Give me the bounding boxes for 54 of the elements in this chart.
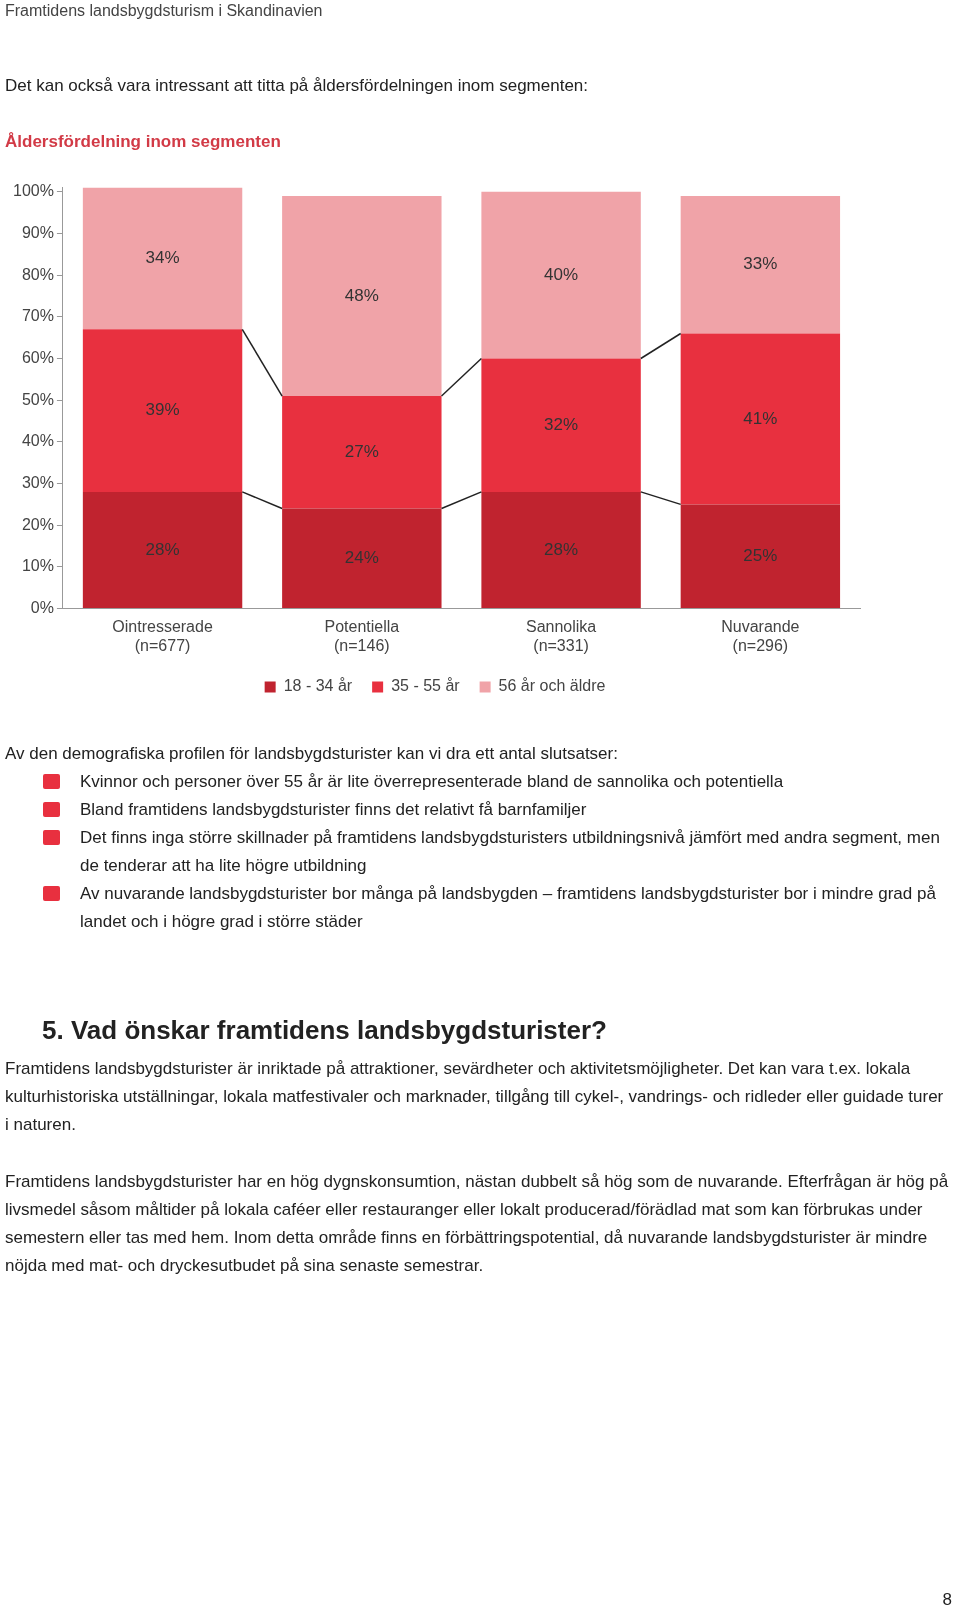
bar xyxy=(680,333,841,505)
text: 5. Vad önskar framtidens landsbygdsturister? xyxy=(42,1015,608,1045)
text: Av nuvarande landsbygdsturister bor många på landsbygden – framtidens landsbygdsturister bor i mindre grad på landet och i högre grad i större städer xyxy=(79,883,937,933)
bar xyxy=(282,195,442,397)
data-label: 33% xyxy=(743,254,778,274)
data-label: 25% xyxy=(743,545,778,565)
data-label: 24% xyxy=(344,548,379,568)
data-label: 48% xyxy=(344,285,379,305)
legend-label: 35 - 55 år xyxy=(391,677,461,695)
y-tick-label: 50% xyxy=(21,390,54,408)
x-tick-label: Ointresserade (n=677) xyxy=(112,617,213,654)
x-tick-label: Nuvarande (n=296) xyxy=(721,617,800,654)
text: Framtidens landsbygdsturism i Skandinavien xyxy=(5,1,324,21)
bar xyxy=(82,491,243,609)
data-label: 28% xyxy=(544,539,579,559)
bar xyxy=(282,396,442,509)
y-tick-label: 100% xyxy=(13,182,54,200)
data-label: 41% xyxy=(743,408,778,428)
y-tick-label: 40% xyxy=(21,432,54,450)
bar xyxy=(282,508,442,609)
text: 8 xyxy=(942,1589,952,1611)
y-tick-label: 20% xyxy=(21,515,54,533)
y-tick-label: 10% xyxy=(21,557,54,575)
chart-title: Åldersfördelning inom segmenten xyxy=(5,131,282,153)
data-label: 28% xyxy=(145,539,180,559)
bar xyxy=(82,187,243,330)
y-tick-label: 60% xyxy=(21,348,54,366)
text: Framtidens landsbygdsturister har en hög dygnskonsumtion, nästan dubbelt så hög som de nuvarande. Efterfrågan är hög på livsmedel såsom måltider på lokala caféer eller restauranger eller lokalt producerad/förädlad mat som kan förbrukas under semestern eller tas med hem. Inom detta område finns en förbättringspotential, då nuvarande landsbygdsturister är mindre nöjda med mat- och dryckesutbudet på sina senaste semestrar. xyxy=(5,1171,950,1277)
y-tick-label: 80% xyxy=(21,265,54,283)
data-label: 39% xyxy=(145,400,180,420)
y-tick-label: 70% xyxy=(21,307,54,325)
text: Kvinnor och personer över 55 år är lite överrepresenterade bland de sannolika och potentiella xyxy=(79,771,785,793)
bar xyxy=(481,191,641,359)
y-tick-label: 30% xyxy=(21,473,54,491)
bar xyxy=(82,329,243,492)
y-tick-label: 90% xyxy=(21,223,54,241)
text: Av den demografiska profilen för landsbygdsturister kan vi dra ett antal slutsatser: xyxy=(5,743,619,765)
x-tick-label: Sannolika (n=331) xyxy=(525,617,597,654)
text: Framtidens landsbygdsturister är inriktade på attraktioner, sevärdheter och aktivitetsmöjligheter. Det kan vara t.ex. lokala kulturhistoriska utställningar, lokala matfestivaler och marknader, tillgång till cykel-, vandrings- och ridleder eller guidade turer i naturen. xyxy=(5,1058,945,1136)
text: Det kan också vara intressant att titta på åldersfördelningen inom segmenten: xyxy=(5,75,590,97)
y-tick-label: 0% xyxy=(30,599,54,617)
bar xyxy=(481,491,641,609)
legend-label: 18 - 34 år xyxy=(283,677,353,695)
text: Bland framtidens landsbygdsturister finns det relativt få barnfamiljer xyxy=(79,799,588,821)
data-label: 27% xyxy=(344,441,379,461)
x-tick-label: Potentiella (n=146) xyxy=(324,617,400,654)
data-label: 32% xyxy=(544,414,579,434)
data-label: 34% xyxy=(145,248,180,268)
bar xyxy=(481,358,641,492)
bar xyxy=(680,195,841,334)
text: Det finns inga större skillnader på framtidens landsbygdsturisters utbildningsnivå jämfört med andra segment, men de tenderar att ha lite högre utbildning xyxy=(79,827,941,877)
data-label: 40% xyxy=(544,264,579,284)
legend-label: 56 år och äldre xyxy=(498,677,606,695)
bar xyxy=(680,504,841,609)
